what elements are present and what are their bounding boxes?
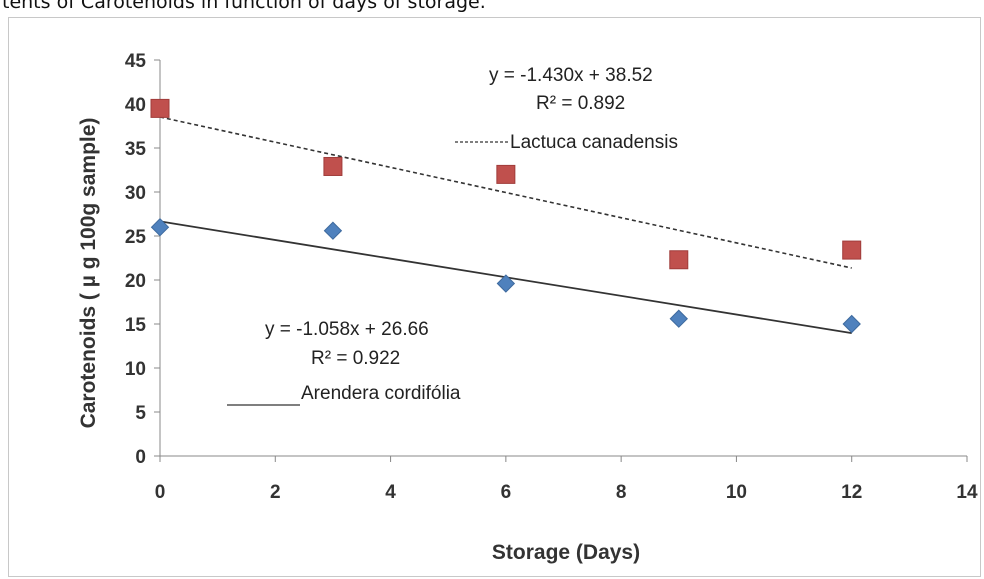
data-point-arendera bbox=[669, 309, 688, 328]
lactuca-r2-label: R² = 0.892 bbox=[536, 93, 625, 114]
y-axis-label: Carotenoids ( µ g 100g sample) bbox=[77, 118, 100, 429]
axes: 0 5 10 15 20 25 30 35 40 45 0 2 4 6 8 10 12 14 bbox=[125, 51, 978, 503]
x-tick-label: 14 bbox=[956, 482, 978, 503]
chart-area: 0 5 10 15 20 25 30 35 40 45 0 2 4 6 8 10 12 14 Storage (… bbox=[8, 17, 981, 577]
y-tick-group: 0 5 10 15 20 25 30 35 40 45 bbox=[125, 51, 160, 468]
data-point-arendera bbox=[150, 217, 170, 237]
trendline-group bbox=[159, 116, 852, 335]
data-point-arendera bbox=[496, 274, 516, 293]
x-tick-label: 2 bbox=[270, 482, 281, 503]
arendera-legend-label: Arendera cordifólia bbox=[301, 383, 461, 404]
trendline-series-0 bbox=[159, 116, 852, 269]
x-tick-label: 6 bbox=[501, 482, 512, 503]
data-point-group bbox=[150, 98, 862, 334]
data-point-lactuca bbox=[323, 156, 343, 176]
x-tick-group: 0 2 4 6 8 10 12 14 bbox=[155, 456, 978, 503]
y-tick-label: 25 bbox=[125, 227, 147, 248]
x-tick-label: 10 bbox=[726, 482, 747, 503]
scatter-chart: 0 5 10 15 20 25 30 35 40 45 0 2 4 6 8 10 12 14 Storage (… bbox=[77, 51, 978, 564]
y-tick-label: 20 bbox=[125, 271, 146, 292]
y-tick-label: 0 bbox=[135, 447, 146, 468]
x-tick-label: 8 bbox=[616, 482, 627, 503]
y-tick-label: 35 bbox=[125, 139, 147, 160]
data-point-lactuca bbox=[669, 250, 689, 270]
lactuca-legend-label: Lactuca canadensis bbox=[510, 132, 678, 153]
data-point-arendera bbox=[842, 314, 861, 334]
y-tick-label: 40 bbox=[125, 95, 146, 116]
x-tick-label: 12 bbox=[841, 482, 862, 503]
x-tick-label: 4 bbox=[385, 482, 396, 503]
x-tick-label: 0 bbox=[155, 482, 166, 503]
data-point-lactuca bbox=[150, 98, 170, 118]
lactuca-equation-label: y = -1.430x + 38.52 bbox=[489, 65, 653, 86]
y-tick-label: 10 bbox=[125, 359, 146, 380]
y-tick-label: 5 bbox=[135, 403, 146, 424]
y-tick-label: 45 bbox=[125, 51, 147, 72]
y-tick-label: 15 bbox=[125, 315, 147, 336]
arendera-r2-label: R² = 0.922 bbox=[311, 348, 400, 369]
figure-caption: tents of Carotenoids in function of days… bbox=[2, 0, 486, 13]
x-axis-label: Storage (Days) bbox=[492, 541, 640, 564]
y-tick-label: 30 bbox=[125, 183, 146, 204]
arendera-equation-label: y = -1.058x + 26.66 bbox=[265, 319, 429, 340]
data-point-arendera bbox=[323, 221, 343, 240]
data-point-lactuca bbox=[842, 240, 862, 260]
data-point-lactuca bbox=[496, 164, 516, 184]
